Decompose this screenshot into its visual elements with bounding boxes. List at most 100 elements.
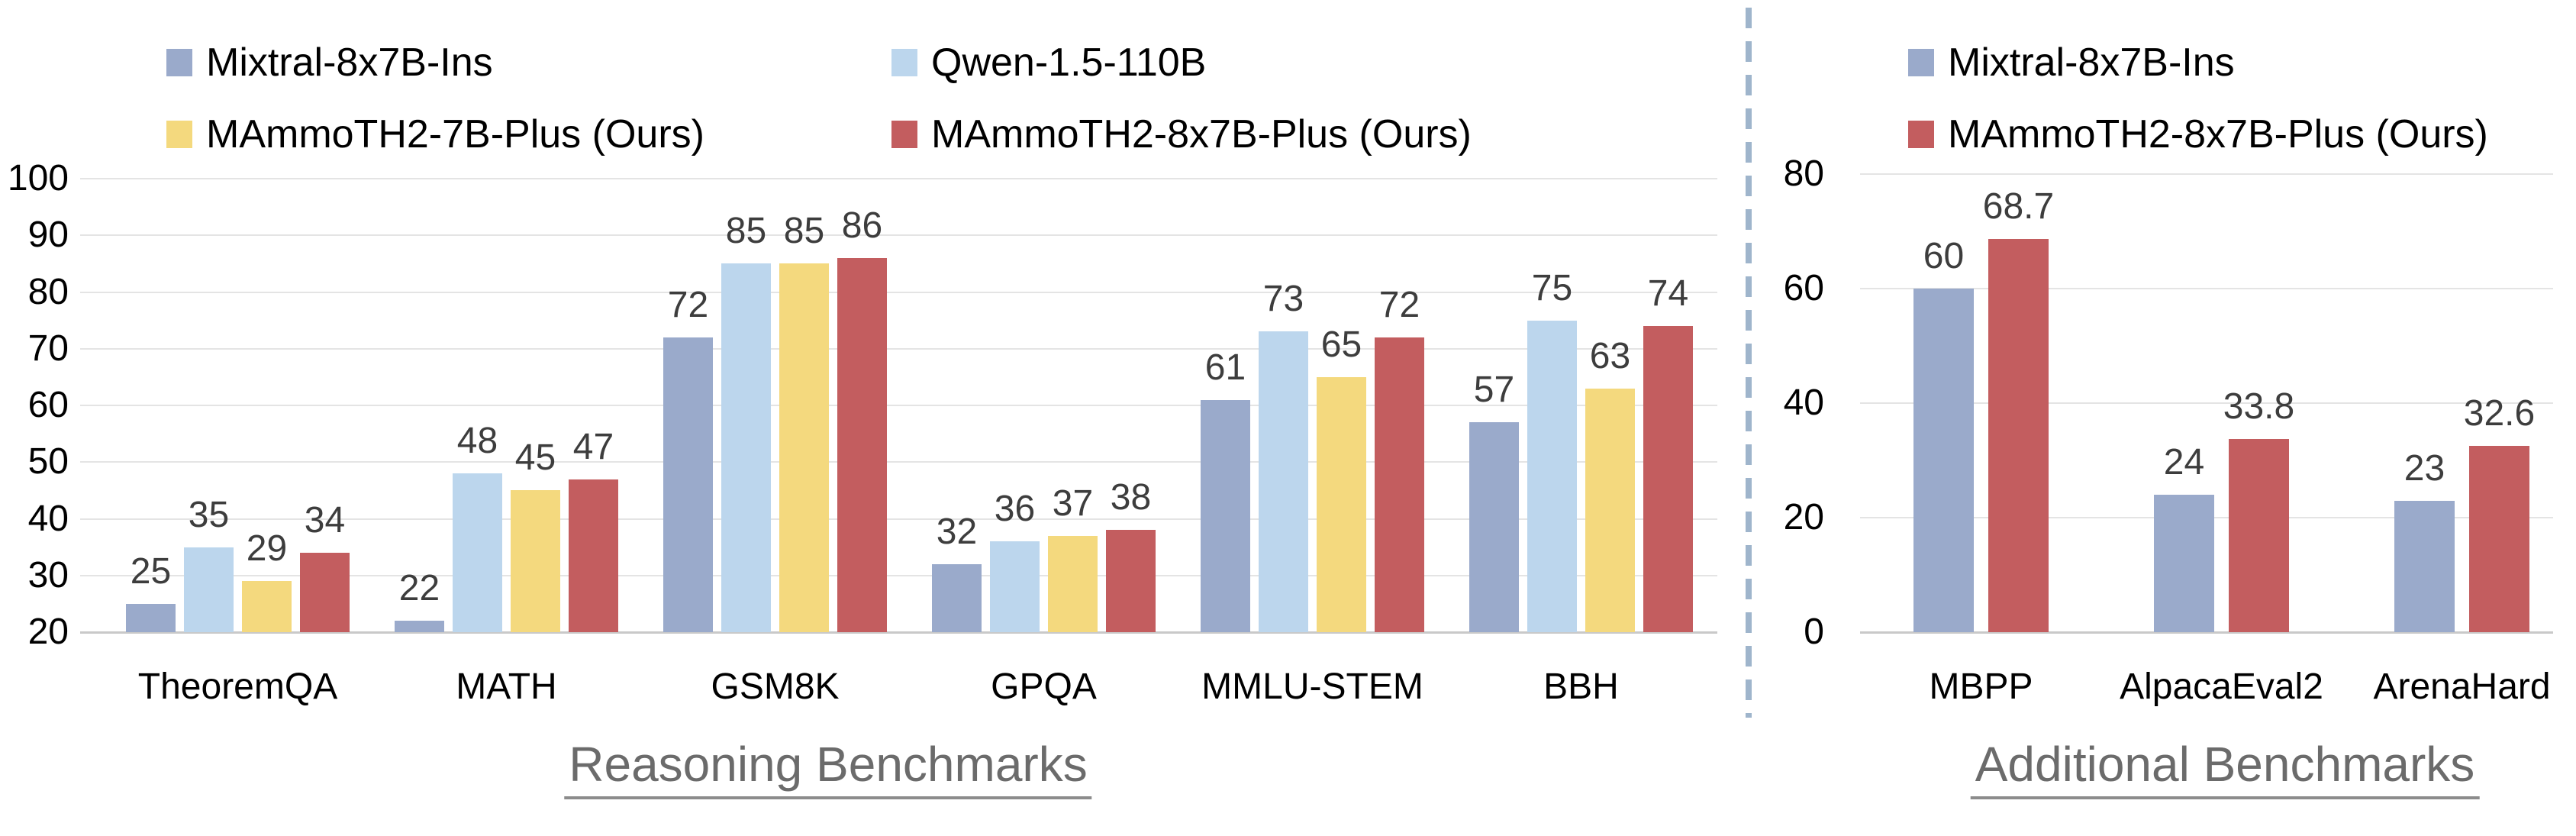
bar-value-label: 68.7 (1982, 186, 2055, 227)
bar-value-label: 36 (994, 489, 1036, 530)
bar (395, 621, 444, 632)
legend-label: Mixtral-8x7B-Ins (1948, 40, 2235, 85)
bar-value-label: 60 (1923, 236, 1965, 276)
bar-value-label: 34 (304, 500, 346, 541)
y-axis-tick-label: 20 (1783, 497, 1824, 537)
y-axis-tick-label: 60 (1783, 268, 1824, 308)
bar (1913, 289, 1974, 632)
bar (779, 263, 829, 632)
bar (1259, 331, 1308, 632)
bar (184, 547, 234, 632)
bar (1469, 422, 1519, 632)
y-axis-tick-label: 40 (1783, 382, 1824, 423)
bar (1585, 388, 1635, 632)
category-label: ArenaHard (2373, 667, 2551, 707)
bar (1375, 337, 1424, 632)
bar-value-label: 85 (783, 211, 825, 252)
chart-title-additional: Additional Benchmarks (1970, 738, 2480, 800)
gridline (80, 405, 1717, 406)
bar (1317, 376, 1366, 632)
bar (126, 603, 176, 632)
y-axis-tick-label: 70 (27, 328, 69, 369)
y-axis-tick-label: 40 (27, 498, 69, 539)
bar (2154, 495, 2214, 632)
bar-value-label: 65 (1320, 324, 1362, 365)
gridline (1860, 288, 2553, 289)
gridline (80, 347, 1717, 350)
bar (990, 541, 1040, 632)
category-label: MATH (456, 667, 557, 707)
bar-value-label: 38 (1110, 477, 1152, 518)
bar (1201, 399, 1250, 632)
legend-label: MAmmoTH2-8x7B-Plus (Ours) (931, 112, 1472, 157)
bar (1643, 326, 1693, 632)
legend-item: MAmmoTH2-8x7B-Plus (Ours) (891, 115, 1472, 154)
legend-swatch (891, 121, 917, 148)
category-label: MMLU-STEM (1201, 667, 1423, 707)
legend-item: MAmmoTH2-7B-Plus (Ours) (166, 115, 704, 154)
y-axis-tick-label: 0 (1804, 612, 1824, 652)
bar (2469, 445, 2529, 632)
legend-swatch (891, 49, 917, 76)
category-label: MBPP (1929, 667, 2033, 707)
bar-value-label: 73 (1262, 279, 1304, 320)
y-axis-tick-label: 80 (27, 271, 69, 312)
bar-value-label: 23 (2404, 447, 2445, 489)
bar (1048, 535, 1098, 632)
legend-swatch (166, 49, 192, 76)
bar-value-label: 35 (188, 494, 230, 535)
gridline (80, 234, 1717, 237)
legend-swatch (1908, 49, 1934, 76)
bar-value-label: 22 (398, 568, 440, 609)
gridline (1860, 402, 2553, 404)
y-axis-tick-label: 90 (27, 215, 69, 256)
bar (663, 337, 713, 632)
legend-item: Mixtral-8x7B-Ins (1908, 43, 2235, 82)
bar (721, 263, 771, 632)
bar (453, 473, 502, 632)
chart-title-reasoning: Reasoning Benchmarks (564, 738, 1092, 800)
bar-value-label: 63 (1589, 335, 1631, 376)
bar-value-label: 61 (1204, 347, 1246, 388)
panel-divider (1746, 8, 1752, 718)
bar (2229, 438, 2289, 632)
bar (511, 490, 560, 632)
bar-value-label: 25 (130, 550, 172, 592)
bar (569, 479, 618, 632)
y-axis-tick-label: 100 (7, 158, 69, 199)
bar-value-label: 29 (246, 528, 288, 570)
bar-value-label: 32 (936, 511, 978, 552)
bar (1527, 320, 1577, 632)
bar (1106, 530, 1156, 632)
legend-item: Qwen-1.5-110B (891, 43, 1206, 82)
y-axis-tick-label: 50 (27, 441, 69, 483)
gridline (80, 518, 1717, 520)
category-label: AlpacaEval2 (2120, 667, 2323, 707)
bar-value-label: 33.8 (2223, 386, 2295, 427)
bar-value-label: 37 (1052, 483, 1094, 524)
bar-value-label: 57 (1473, 370, 1515, 411)
y-axis-tick-label: 60 (27, 385, 69, 425)
bar (300, 553, 350, 632)
legend-label: MAmmoTH2-7B-Plus (Ours) (206, 112, 704, 157)
legend-label: Qwen-1.5-110B (931, 40, 1207, 85)
bar-value-label: 72 (667, 284, 709, 325)
gridline (80, 291, 1717, 293)
gridline (80, 574, 1717, 576)
x-axis-line (80, 631, 1717, 634)
gridline (1860, 173, 2553, 175)
category-label: TheoremQA (137, 667, 338, 707)
bar-value-label: 48 (456, 421, 498, 462)
legend-label: MAmmoTH2-8x7B-Plus (Ours) (1948, 112, 2488, 157)
bar-value-label: 75 (1531, 267, 1573, 308)
legend-swatch (166, 121, 192, 148)
bar-value-label: 47 (572, 426, 614, 467)
bar-value-label: 72 (1378, 284, 1420, 325)
bar-value-label: 45 (514, 437, 556, 479)
bar-value-label: 74 (1647, 273, 1689, 315)
bar-value-label: 85 (725, 211, 767, 252)
category-label: GSM8K (711, 667, 840, 707)
gridline (80, 178, 1717, 179)
bar (2394, 500, 2455, 632)
